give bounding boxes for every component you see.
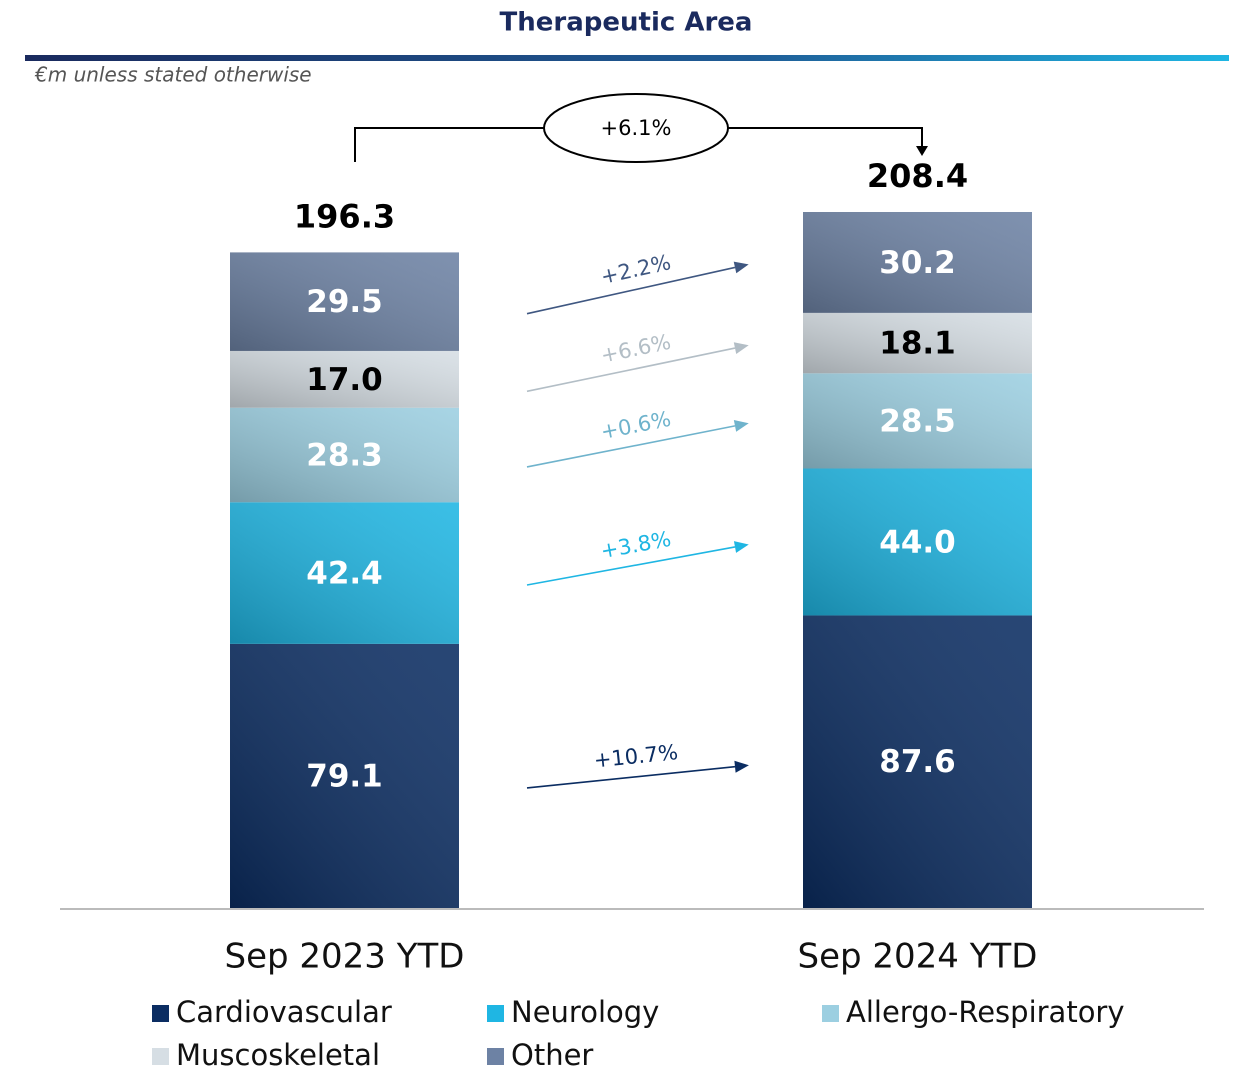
arrowhead [733, 420, 749, 432]
legend-label: Allergo-Respiratory [846, 995, 1125, 1029]
growth-label: +0.6% [599, 407, 673, 444]
segment-label: 28.5 [879, 403, 956, 439]
growth-arrow [526, 347, 736, 393]
arrowhead [733, 342, 749, 354]
bracket-arrowhead [916, 146, 928, 156]
legend-swatch [487, 1048, 504, 1065]
total-label: 208.4 [867, 157, 968, 195]
segment-label: 79.1 [306, 758, 383, 794]
legend-swatch [152, 1005, 169, 1022]
total-growth: +6.1% [601, 116, 672, 140]
total-label: 196.3 [294, 197, 395, 235]
chart-title: Therapeutic Area [500, 8, 753, 38]
x-tick-label: Sep 2023 YTD [225, 937, 465, 977]
segment-label: 17.0 [306, 362, 383, 398]
growth-label: +6.6% [599, 330, 673, 368]
subtitle: €m unless stated otherwise [34, 63, 312, 87]
segment-label: 28.3 [306, 437, 383, 473]
legend-swatch [152, 1048, 169, 1065]
legend-label: Cardiovascular [176, 995, 392, 1029]
growth-ellipse [543, 93, 729, 163]
legend-label: Muscoskeletal [176, 1038, 380, 1072]
growth-arrow [526, 765, 736, 789]
segment-label: 44.0 [879, 524, 956, 560]
legend-swatch [822, 1005, 839, 1022]
x-tick-label: Sep 2024 YTD [798, 937, 1038, 977]
growth-arrow [526, 425, 736, 468]
arrowhead [733, 541, 749, 553]
segment-label: 42.4 [306, 556, 383, 592]
segment-label: 18.1 [879, 326, 956, 362]
arrowhead [734, 760, 749, 773]
legend-label: Neurology [511, 995, 659, 1029]
legend-label: Other [511, 1038, 593, 1072]
segment-label: 87.6 [879, 744, 956, 780]
segment-label: 29.5 [306, 284, 383, 320]
arrowhead [733, 261, 749, 274]
growth-label: +10.7% [593, 740, 679, 772]
growth-bracket [354, 127, 923, 162]
header-rule [25, 55, 1229, 61]
growth-arrow [526, 546, 736, 586]
growth-label: +3.8% [599, 527, 673, 563]
growth-arrow [526, 266, 736, 315]
segment-label: 30.2 [879, 245, 956, 281]
legend-swatch [487, 1005, 504, 1022]
